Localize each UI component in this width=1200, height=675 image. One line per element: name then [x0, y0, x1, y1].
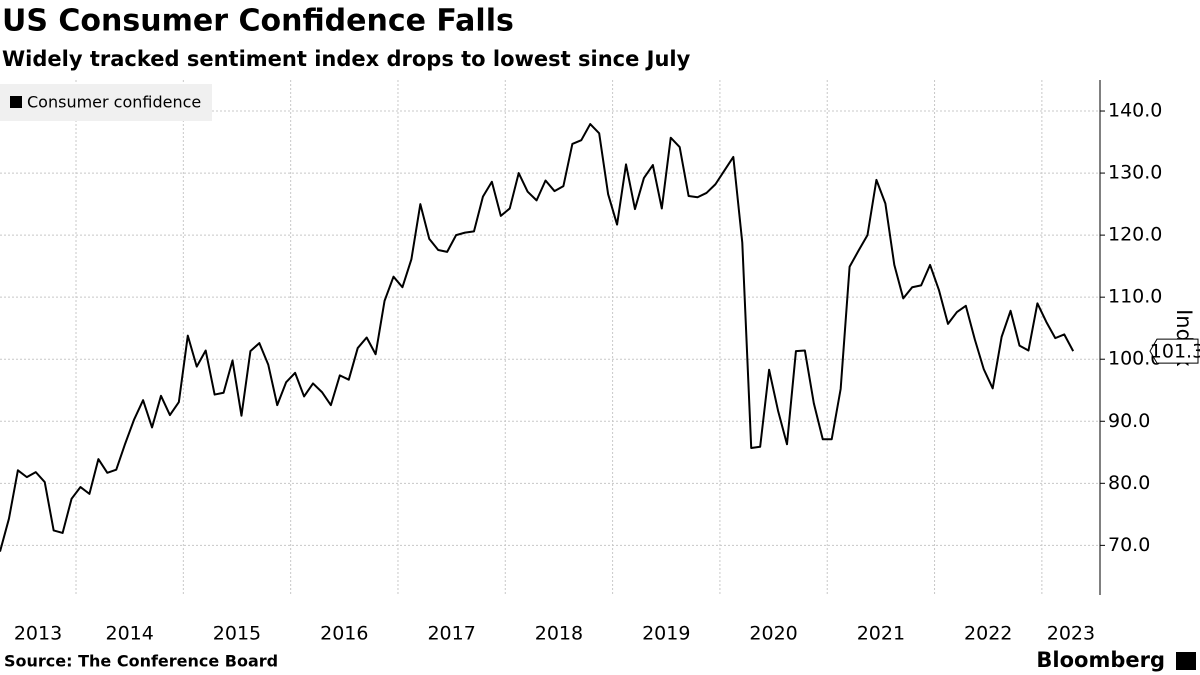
y-tick-label: 80.0: [1108, 472, 1150, 494]
x-tick-label: 2020: [749, 623, 797, 645]
x-tick-label: 2017: [427, 623, 475, 645]
line: [0, 123, 1075, 552]
brand: Bloomberg: [1036, 648, 1165, 672]
y-tick-label: 130.0: [1108, 162, 1162, 184]
y-tick-label: 120.0: [1108, 224, 1162, 246]
x-tick-label: 2019: [642, 623, 690, 645]
legend-box: [0, 84, 212, 121]
legend-swatch: [10, 96, 22, 108]
y-tick-label: 90.0: [1108, 410, 1150, 432]
chart-title: US Consumer Confidence Falls: [2, 4, 514, 39]
x-tick-label: 2016: [320, 623, 368, 645]
last-value-pointer: [1149, 338, 1199, 364]
last-value-label: 101.3: [1150, 341, 1200, 363]
chart-subtitle: Widely tracked sentiment index drops to …: [2, 47, 691, 71]
y-tick-label: 100.0: [1108, 348, 1162, 370]
x-tick-label: 2014: [105, 623, 153, 645]
x-tick-label: 2015: [213, 623, 261, 645]
y-tick-label: 110.0: [1108, 286, 1162, 308]
x-tick-label: 2022: [964, 623, 1012, 645]
source: Source: The Conference Board: [4, 652, 278, 671]
x-tick-label: 2018: [535, 623, 583, 645]
x-tick-label: 2013: [14, 623, 62, 645]
y-tick-label: 70.0: [1108, 534, 1150, 556]
x-tick-label: 2023: [1047, 623, 1095, 645]
legend-label: Consumer confidence: [27, 93, 201, 112]
brand-icon: [1176, 652, 1196, 670]
x-tick-label: 2021: [857, 623, 905, 645]
y-tick-label: 140.0: [1108, 100, 1162, 122]
